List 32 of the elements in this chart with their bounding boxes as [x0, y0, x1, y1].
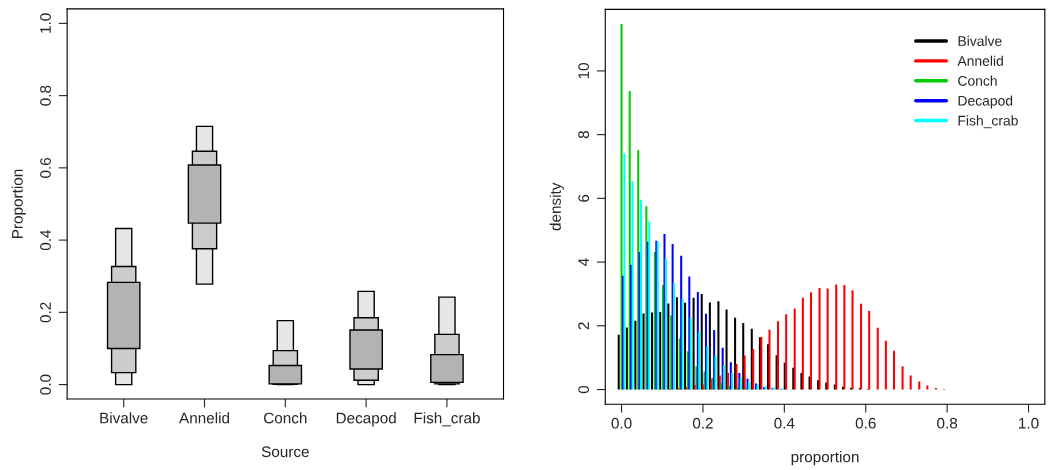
y-axis-title: Proportion [11, 169, 26, 238]
legend-label: Fish_crab [958, 115, 1018, 129]
y-tick-label: 0 [578, 385, 590, 394]
x-tick-label: Decapod [336, 412, 396, 427]
y-tick-label: 0.0 [40, 374, 51, 395]
x-tick-label: Annelid [179, 412, 230, 424]
legend-label: Decapod [958, 95, 1013, 109]
x-tick-label: 0.4 [774, 417, 795, 429]
legend-label: Conch [958, 75, 997, 86]
y-tick-label: 4 [578, 258, 589, 266]
x-axis-title: proportion [791, 451, 859, 466]
x-tick-label: Conch [264, 412, 307, 424]
y-tick-label: 0.2 [40, 302, 51, 323]
legend-label: Bivalve [958, 35, 1002, 46]
x-tick-label: Fish_crab [414, 412, 480, 427]
x-axis-title: Source [261, 446, 309, 458]
y-tick-label: 1.0 [40, 13, 51, 33]
x-tick-label: 0.2 [692, 417, 713, 429]
x-tick-label: 0.6 [855, 417, 876, 429]
y-tick-label: 0.6 [40, 157, 51, 178]
x-tick-label: 0.0 [611, 417, 632, 429]
legend-label: Annelid [957, 55, 1003, 66]
y-tick-label: 0.8 [40, 85, 51, 106]
y-tick-label: 2 [578, 322, 589, 330]
y-tick-label: 0.4 [40, 229, 51, 251]
y-tick-label: 10 [578, 63, 590, 79]
y-tick-label: 8 [578, 131, 590, 139]
x-tick-label: 0.8 [937, 417, 958, 429]
y-tick-label: 6 [578, 194, 590, 202]
y-axis-title: density [549, 182, 564, 231]
x-tick-label: 1.0 [1019, 417, 1039, 429]
x-tick-label: Bivalve [100, 412, 148, 424]
